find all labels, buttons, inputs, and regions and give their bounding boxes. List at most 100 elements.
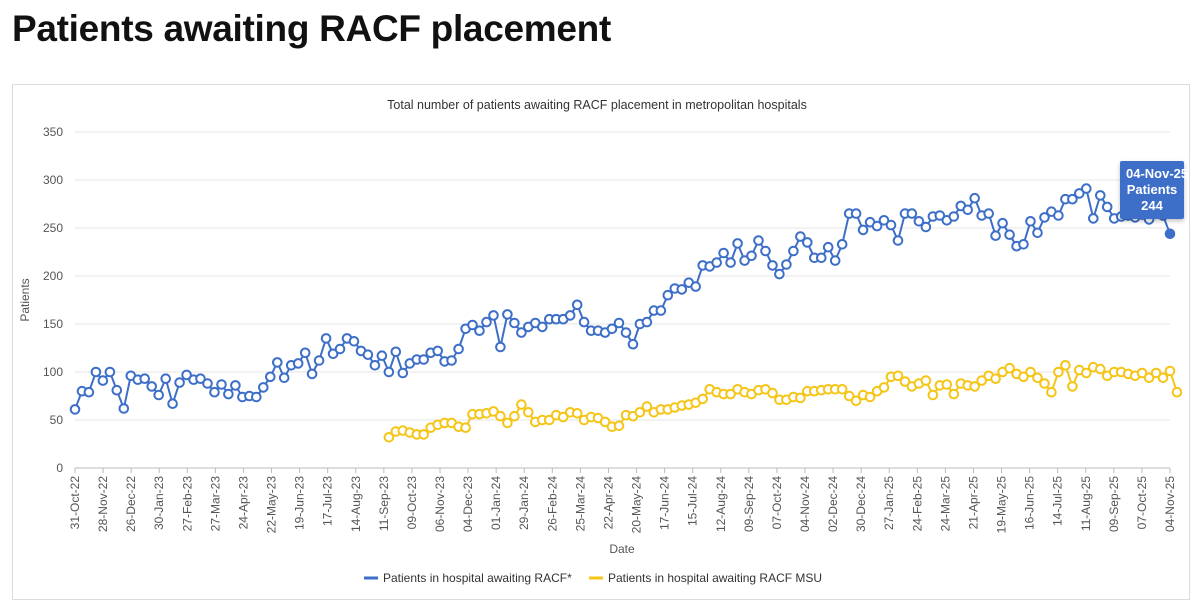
data-point[interactable] [481, 316, 492, 328]
data-point[interactable] [906, 208, 918, 219]
data-point[interactable] [313, 355, 325, 366]
data-point[interactable] [620, 327, 632, 338]
data-point[interactable] [202, 378, 213, 389]
data-point[interactable] [446, 355, 457, 366]
data-point[interactable] [383, 432, 395, 443]
data-point[interactable] [878, 382, 890, 393]
data-point[interactable] [1018, 239, 1029, 250]
data-point[interactable] [1046, 386, 1057, 398]
data-point[interactable] [299, 347, 311, 359]
data-point[interactable] [697, 393, 709, 405]
data-point[interactable] [1171, 386, 1183, 398]
data-point[interactable] [1136, 367, 1148, 379]
data-point[interactable] [850, 208, 862, 219]
data-point[interactable] [453, 343, 464, 355]
data-point[interactable] [997, 217, 1008, 229]
data-point[interactable] [418, 354, 430, 365]
data-point[interactable] [836, 384, 848, 395]
data-point[interactable] [1032, 372, 1043, 384]
data-point[interactable] [258, 382, 269, 393]
data-point[interactable] [174, 377, 185, 388]
data-point[interactable] [571, 408, 583, 419]
data-point[interactable] [383, 366, 395, 378]
data-point[interactable] [627, 338, 639, 350]
data-point[interactable] [83, 386, 95, 398]
data-point[interactable] [90, 366, 102, 378]
data-point[interactable] [1004, 362, 1015, 374]
data-point[interactable] [1018, 371, 1029, 383]
data-point[interactable] [1143, 372, 1155, 384]
data-point[interactable] [822, 241, 834, 253]
data-point[interactable] [885, 219, 897, 231]
data-point[interactable] [320, 333, 332, 344]
data-point[interactable] [1053, 366, 1064, 378]
data-point[interactable] [1095, 363, 1106, 375]
data-point[interactable] [864, 391, 876, 403]
data-point[interactable] [390, 346, 402, 358]
data-point[interactable] [523, 407, 534, 418]
data-point[interactable] [892, 370, 904, 382]
data-point[interactable] [613, 420, 625, 432]
data-point[interactable] [746, 250, 757, 262]
data-point[interactable] [292, 358, 304, 369]
data-point[interactable] [1060, 360, 1071, 371]
data-point[interactable] [962, 204, 974, 216]
data-point[interactable] [1074, 188, 1085, 199]
data-point[interactable] [334, 343, 346, 355]
data-point[interactable] [990, 373, 1001, 385]
data-point[interactable] [613, 317, 625, 329]
data-point[interactable] [278, 372, 290, 384]
data-point[interactable] [474, 325, 485, 336]
data-point[interactable] [1095, 190, 1106, 201]
data-point[interactable] [537, 321, 548, 333]
data-point[interactable] [767, 260, 778, 271]
data-point[interactable] [1067, 193, 1078, 205]
data-point[interactable] [1088, 213, 1099, 224]
data-point[interactable] [362, 349, 374, 361]
data-point[interactable] [216, 379, 227, 390]
data-point[interactable] [488, 310, 499, 321]
data-point[interactable] [264, 371, 276, 383]
data-point[interactable] [160, 373, 171, 385]
data-point[interactable] [976, 375, 988, 386]
data-point[interactable] [899, 376, 911, 387]
data-point[interactable] [690, 281, 702, 292]
data-point[interactable] [969, 192, 981, 204]
data-point[interactable] [920, 221, 932, 233]
data-point[interactable] [753, 235, 764, 246]
data-point[interactable] [488, 406, 499, 417]
data-point[interactable] [850, 395, 862, 407]
data-point[interactable] [306, 368, 318, 380]
data-point[interactable] [502, 309, 513, 320]
data-point[interactable] [760, 245, 771, 257]
data-point[interactable] [606, 323, 618, 335]
data-point[interactable] [69, 404, 81, 415]
data-point[interactable] [251, 391, 262, 403]
data-point[interactable] [571, 299, 583, 311]
data-point[interactable] [857, 224, 869, 236]
data-point[interactable] [153, 389, 164, 401]
data-point[interactable] [829, 255, 841, 266]
data-point[interactable] [146, 381, 157, 392]
data-point[interactable] [969, 381, 981, 392]
data-point[interactable] [167, 398, 178, 410]
data-point[interactable] [718, 247, 729, 259]
data-point[interactable] [725, 388, 736, 400]
data-point[interactable] [432, 345, 444, 357]
data-point[interactable] [460, 422, 471, 434]
data-point[interactable] [418, 429, 430, 440]
data-point[interactable] [802, 237, 813, 248]
data-point[interactable] [1081, 367, 1092, 379]
data-point[interactable] [502, 417, 513, 429]
data-point[interactable] [564, 310, 576, 321]
data-point[interactable] [920, 375, 932, 386]
data-point[interactable] [871, 220, 883, 232]
data-point[interactable] [139, 373, 150, 385]
data-point[interactable] [843, 390, 855, 402]
data-point[interactable] [781, 259, 792, 270]
data-point[interactable] [948, 211, 960, 222]
data-point[interactable] [983, 208, 995, 219]
data-point[interactable] [1164, 365, 1176, 377]
data-point[interactable] [599, 416, 611, 428]
data-point[interactable] [509, 410, 520, 422]
